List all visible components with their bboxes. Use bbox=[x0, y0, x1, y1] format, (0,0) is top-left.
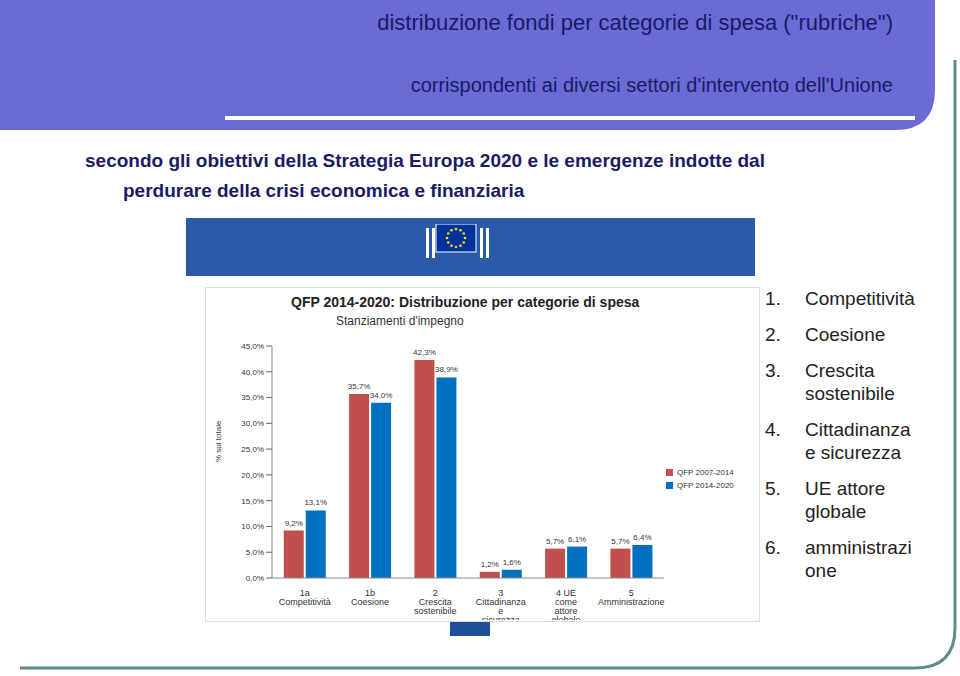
svg-text:0,0%: 0,0% bbox=[246, 574, 264, 583]
svg-text:13,1%: 13,1% bbox=[304, 498, 327, 507]
html-text:1.: 1. bbox=[765, 288, 781, 309]
svg-text:5,7%: 5,7% bbox=[546, 537, 564, 546]
svg-text:38,9%: 38,9% bbox=[435, 365, 458, 374]
svg-text:6,4%: 6,4% bbox=[633, 533, 651, 542]
svg-text:6,1%: 6,1% bbox=[568, 535, 586, 544]
svg-text:5Amministrazione: 5Amministrazione bbox=[598, 588, 665, 607]
svg-text:4 UEcomeattoreglobale: 4 UEcomeattoreglobale bbox=[551, 588, 580, 620]
html-text:amministrazione: amministrazione bbox=[805, 537, 912, 581]
svg-text:5,7%: 5,7% bbox=[611, 537, 629, 546]
html-text:Stanziamenti d'impegno: Stanziamenti d'impegno bbox=[336, 314, 464, 328]
html-text:3.: 3. bbox=[765, 360, 781, 381]
svg-text:34,0%: 34,0% bbox=[370, 391, 393, 400]
svg-text:9,2%: 9,2% bbox=[285, 519, 303, 528]
svg-text:2Crescitasostenibile: 2Crescitasostenibile bbox=[414, 588, 457, 616]
svg-text:1,2%: 1,2% bbox=[481, 560, 499, 569]
svg-text:35,0%: 35,0% bbox=[241, 393, 264, 402]
svg-text:42,3%: 42,3% bbox=[413, 348, 436, 357]
html-text:QFP 2014-2020: QFP 2014-2020 bbox=[677, 481, 734, 490]
svg-text:25,0%: 25,0% bbox=[241, 445, 264, 454]
svg-text:1aCompetitività: 1aCompetitività bbox=[279, 588, 331, 607]
html-text:Coesione: Coesione bbox=[805, 324, 886, 345]
svg-text:35,7%: 35,7% bbox=[348, 382, 371, 391]
html-text:Cittadinanza e sicurezza: Cittadinanza e sicurezza bbox=[805, 419, 911, 463]
svg-text:20,0%: 20,0% bbox=[241, 471, 264, 480]
svg-text:40,0%: 40,0% bbox=[241, 368, 264, 377]
svg-text:3Cittadinanzaesicurezza: 3Cittadinanzaesicurezza bbox=[476, 588, 526, 620]
svg-text:45,0%: 45,0% bbox=[241, 342, 264, 351]
svg-text:1bCoesione: 1bCoesione bbox=[351, 588, 389, 607]
html-text:corrispondenti ai diversi sett: corrispondenti ai diversi settori d'inte… bbox=[410, 74, 893, 96]
html-text:Competitività: Competitività bbox=[805, 288, 915, 309]
html-text:QFP 2007-2014: QFP 2007-2014 bbox=[677, 468, 734, 477]
html-text:QFP 2014-2020: Distribuzione p: QFP 2014-2020: Distribuzione per categor… bbox=[291, 294, 640, 310]
svg-text:30,0%: 30,0% bbox=[241, 419, 264, 428]
html-text:secondo gli obiettivi della St: secondo gli obiettivi della Strategia Eu… bbox=[85, 150, 765, 171]
html-text:Crescita sostenibile: Crescita sostenibile bbox=[805, 360, 895, 404]
html-text:perdurare della crisi economic: perdurare della crisi economica e finanz… bbox=[123, 180, 525, 201]
html-text:5.: 5. bbox=[765, 478, 781, 499]
html-text:distribuzione fondi per catego: distribuzione fondi per categorie di spe… bbox=[377, 10, 893, 35]
svg-text:15,0%: 15,0% bbox=[241, 497, 264, 506]
html-text:6.: 6. bbox=[765, 537, 781, 558]
svg-text:10,0%: 10,0% bbox=[241, 522, 264, 531]
html-text:UE attore globale: UE attore globale bbox=[805, 478, 886, 522]
svg-text:5,0%: 5,0% bbox=[246, 548, 264, 557]
svg-text:% sul totale: % sul totale bbox=[214, 420, 223, 462]
svg-text:1,6%: 1,6% bbox=[503, 558, 521, 567]
html-text:4.: 4. bbox=[765, 419, 781, 440]
html-text:2.: 2. bbox=[765, 324, 781, 345]
